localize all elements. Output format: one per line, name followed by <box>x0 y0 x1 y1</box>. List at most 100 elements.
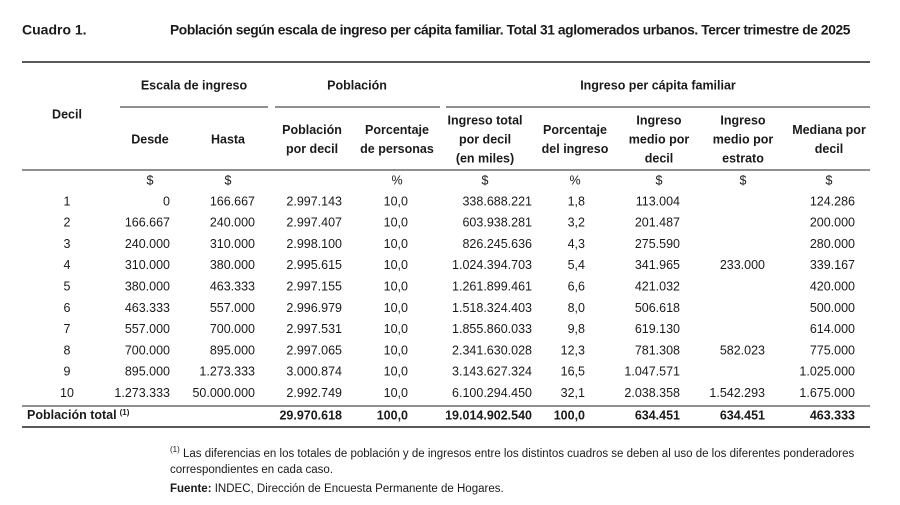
row-label: 7 <box>64 322 71 336</box>
cell: 240.000 <box>125 237 170 251</box>
cell: 603.938.281 <box>462 216 532 230</box>
row-label: 8 <box>64 343 71 357</box>
cell: 9,8 <box>568 322 585 336</box>
cell: 2.997.155 <box>286 279 342 293</box>
cell: 10,0 <box>384 386 408 400</box>
column-header: medio por <box>629 132 690 146</box>
column-header: por decil <box>459 132 511 146</box>
cell: 826.245.636 <box>462 237 532 251</box>
row-label: 10 <box>60 386 74 400</box>
cell: 6.100.294.450 <box>452 386 532 400</box>
cell: 166.667 <box>125 216 170 230</box>
row-header: Decil <box>52 107 82 121</box>
cell: 310.000 <box>210 237 255 251</box>
cell: 10,0 <box>384 279 408 293</box>
total-cell: 634.451 <box>635 408 680 422</box>
cell: 10,0 <box>384 301 408 315</box>
unit: $ <box>225 173 232 187</box>
unit: $ <box>482 173 489 187</box>
cell: 6,6 <box>568 279 585 293</box>
unit: $ <box>147 173 154 187</box>
cell: 1.273.333 <box>199 365 255 379</box>
cell: 619.130 <box>635 322 680 336</box>
cell: 1.273.333 <box>114 386 170 400</box>
row-label: 2 <box>64 216 71 230</box>
total-label: Población total (1) <box>27 408 130 422</box>
total-cell: 19.014.902.540 <box>445 408 532 422</box>
cell: 10,0 <box>384 237 408 251</box>
unit: $ <box>740 173 747 187</box>
cell: 895.000 <box>125 365 170 379</box>
cell: 506.618 <box>635 301 680 315</box>
unit: % <box>569 173 580 187</box>
cell: 557.000 <box>210 301 255 315</box>
column-header: de personas <box>360 142 434 156</box>
row-label: 5 <box>64 279 71 293</box>
source: Fuente: INDEC, Dirección de Encuesta Per… <box>170 481 870 497</box>
cell: 3.000.874 <box>286 365 342 379</box>
column-header: Porcentaje <box>543 123 607 137</box>
column-header: por decil <box>286 142 338 156</box>
cell: 10,0 <box>384 216 408 230</box>
cell: 201.487 <box>635 216 680 230</box>
cell: 1.542.293 <box>709 386 765 400</box>
table-label: Cuadro 1. <box>22 22 87 38</box>
total-note: (1) <box>120 408 130 417</box>
cell: 700.000 <box>125 343 170 357</box>
cell: 421.032 <box>635 279 680 293</box>
row-label: 6 <box>64 301 71 315</box>
footnote-text: Las diferencias en los totales de poblac… <box>170 447 855 476</box>
cell: 500.000 <box>810 301 855 315</box>
cell: 1.024.394.703 <box>452 258 532 272</box>
cell: 113.004 <box>636 194 680 208</box>
column-header: Hasta <box>211 132 246 146</box>
cell: 16,5 <box>561 365 585 379</box>
cell: 339.167 <box>810 258 855 272</box>
cell: 275.590 <box>635 237 680 251</box>
cell: 380.000 <box>125 279 170 293</box>
table-title: Población según escala de ingreso per cá… <box>170 22 851 38</box>
cell: 2.996.979 <box>286 301 342 315</box>
cell: 2.998.100 <box>286 237 342 251</box>
cell: 895.000 <box>210 343 255 357</box>
cell: 50.000.000 <box>192 386 255 400</box>
total-cell: 100,0 <box>377 408 408 422</box>
cell: 1,8 <box>568 194 585 208</box>
cell: 1.855.860.033 <box>452 322 532 336</box>
column-header: medio por <box>713 132 774 146</box>
cell: 10,0 <box>384 322 408 336</box>
table: Cuadro 1. Población según escala de ingr… <box>22 22 870 428</box>
total-cell: 29.970.618 <box>279 408 342 422</box>
unit: $ <box>656 173 663 187</box>
cell: 10,0 <box>384 365 408 379</box>
cell: 2.995.615 <box>286 258 342 272</box>
cell: 2.997.065 <box>286 343 342 357</box>
source-text: INDEC, Dirección de Encuesta Permanente … <box>214 482 504 495</box>
column-header: Desde <box>131 132 169 146</box>
column-header: Población <box>282 123 342 137</box>
column-header: decil <box>645 151 674 165</box>
cell: 10,0 <box>384 194 408 208</box>
cell: 380.000 <box>210 258 255 272</box>
group-header: Escala de ingreso <box>141 78 248 92</box>
unit: % <box>391 173 402 187</box>
cell: 12,3 <box>561 343 585 357</box>
cell: 166.667 <box>210 194 255 208</box>
cell: 338.688.221 <box>462 194 532 208</box>
cell: 2.038.358 <box>624 386 680 400</box>
cell: 280.000 <box>810 237 855 251</box>
cell: 614.000 <box>810 322 855 336</box>
cell: 10,0 <box>384 258 408 272</box>
total-label-text: Población total <box>27 408 117 422</box>
cell: 240.000 <box>210 216 255 230</box>
column-header: decil <box>815 142 844 156</box>
column-header: Mediana por <box>792 123 866 137</box>
cell: 2.997.531 <box>286 322 342 336</box>
total-cell: 634.451 <box>720 408 765 422</box>
column-header: (en miles) <box>456 151 514 165</box>
cell: 700.000 <box>210 322 255 336</box>
cell: 310.000 <box>125 258 170 272</box>
cell: 1.518.324.403 <box>452 301 532 315</box>
cell: 8,0 <box>568 301 585 315</box>
